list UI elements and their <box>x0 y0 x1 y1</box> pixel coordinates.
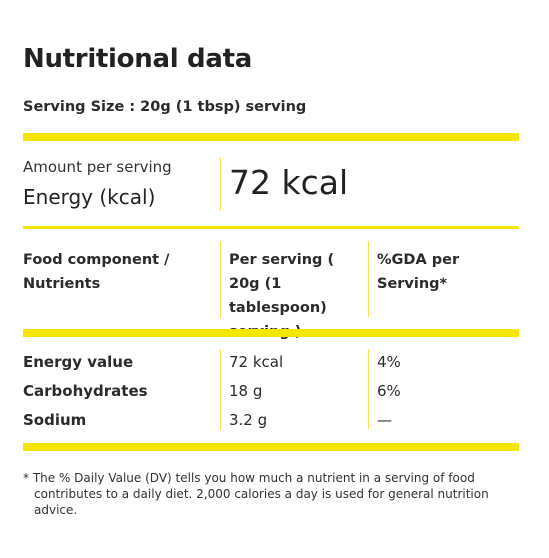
row-gda-energy: 4% <box>377 353 401 371</box>
serving-size: Serving Size : 20g (1 tbsp) serving <box>23 99 307 115</box>
summary-column-divider <box>220 157 221 211</box>
row-value-energy: 72 kcal <box>229 353 284 371</box>
row-value-sodium: 3.2 g <box>229 411 268 429</box>
row-value-carbohydrates: 18 g <box>229 382 263 400</box>
body-divider-2 <box>368 349 369 429</box>
row-gda-sodium: — <box>377 411 392 429</box>
divider-bottom <box>23 443 519 451</box>
header-component: Food component / Nutrients <box>23 252 170 292</box>
row-gda-carbohydrates: 6% <box>377 382 401 400</box>
divider-summary <box>23 226 519 229</box>
row-name-carbohydrates: Carbohydrates <box>23 382 148 400</box>
energy-value: 72 kcal <box>229 163 349 202</box>
row-name-energy: Energy value <box>23 353 134 371</box>
page-title: Nutritional data <box>23 44 252 74</box>
divider-top <box>23 133 519 141</box>
body-divider-1 <box>220 349 221 429</box>
row-name-sodium: Sodium <box>23 411 87 429</box>
amount-per-serving-label: Amount per serving <box>23 158 172 176</box>
divider-header <box>23 329 519 337</box>
header-gda: %GDA per Serving* <box>377 252 460 292</box>
header-divider-1 <box>220 241 221 317</box>
footnote: * The % Daily Value (DV) tells you how m… <box>23 471 489 517</box>
header-divider-2 <box>368 241 369 317</box>
energy-label: Energy (kcal) <box>23 185 156 209</box>
